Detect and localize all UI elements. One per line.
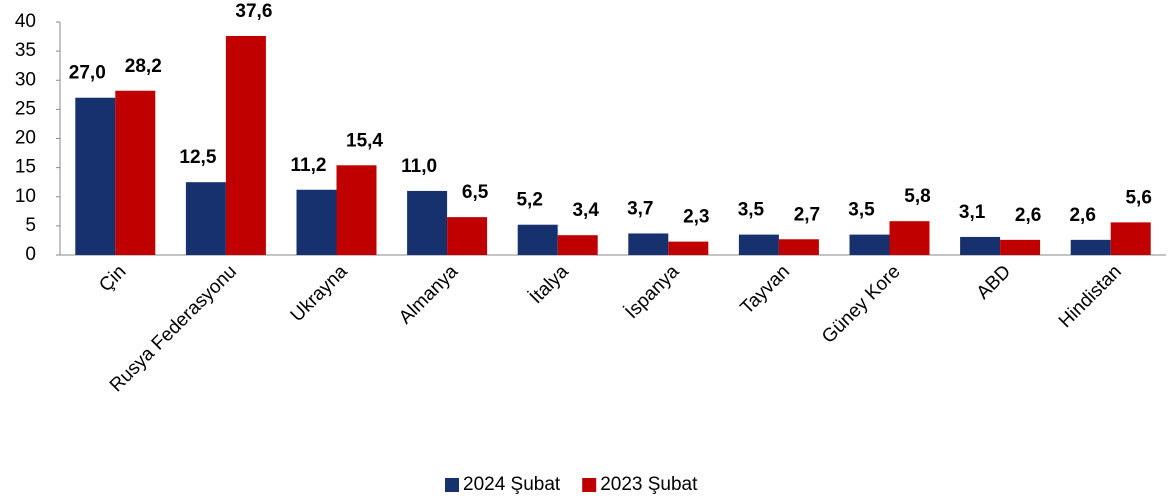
data-label: 3,5 [848, 200, 875, 221]
y-tick-label: 35 [15, 40, 36, 61]
legend-label: 2024 Şubat [463, 474, 561, 495]
bar [738, 234, 779, 255]
bar [75, 97, 116, 255]
data-label: 15,4 [346, 130, 383, 151]
data-label: 3,7 [627, 198, 653, 219]
y-tick-label: 25 [15, 98, 36, 119]
x-tick-label: Ukrayna [287, 261, 352, 326]
bar [447, 217, 488, 255]
bar [296, 189, 337, 255]
bar [336, 165, 377, 255]
data-label: 11,2 [291, 155, 327, 176]
data-label: 5,6 [1125, 187, 1151, 208]
x-tick-label: İspanya [621, 261, 683, 323]
bar [185, 182, 226, 255]
data-label: 27,0 [69, 63, 106, 84]
bar [628, 233, 669, 255]
y-tick-label: 5 [25, 215, 36, 236]
x-tick-label: Rusya Federasyonu [106, 261, 241, 396]
data-label: 6,5 [462, 182, 489, 203]
legend-swatch [445, 478, 459, 492]
y-tick-label: 20 [15, 128, 36, 149]
x-tick-label: Almanya [395, 261, 462, 328]
x-tick-label: Tayvan [737, 261, 794, 318]
x-tick-label: Hindistan [1055, 261, 1126, 332]
bar [115, 90, 156, 255]
data-label: 5,8 [904, 186, 930, 207]
data-label: 11,0 [401, 156, 437, 177]
bar [407, 190, 448, 255]
bar [668, 241, 709, 255]
data-label: 2,3 [683, 207, 709, 228]
x-tick-label: ABD [973, 261, 1015, 303]
y-tick-label: 0 [25, 244, 36, 265]
y-tick-label: 30 [15, 69, 36, 90]
data-label: 2,7 [794, 204, 820, 225]
y-tick-label: 10 [15, 186, 36, 207]
data-label: 37,6 [235, 1, 272, 22]
x-tick-label: Çin [95, 261, 130, 296]
data-label: 2,6 [1015, 205, 1041, 226]
bar [517, 224, 558, 255]
y-tick-label: 15 [15, 157, 36, 178]
legend-swatch [582, 478, 597, 492]
data-label: 12,5 [179, 147, 216, 168]
x-tick-label: Güney Kore [818, 261, 905, 348]
bar [849, 234, 890, 255]
bar [960, 236, 1001, 255]
bar [1110, 222, 1151, 255]
bar [557, 235, 598, 255]
bar [889, 221, 930, 255]
bar [1000, 239, 1041, 255]
bar [225, 35, 266, 256]
data-label: 5,2 [516, 190, 542, 211]
data-label: 2,6 [1069, 205, 1095, 226]
data-label: 3,5 [738, 200, 765, 221]
y-tick-label: 40 [15, 11, 36, 32]
data-label: 28,2 [125, 56, 162, 77]
bar [1070, 239, 1111, 255]
x-tick-label: İtalya [526, 261, 573, 308]
bar [778, 239, 819, 255]
data-label: 3,1 [959, 202, 986, 223]
data-label: 3,4 [572, 200, 599, 221]
legend-label: 2023 Şubat [600, 474, 698, 495]
